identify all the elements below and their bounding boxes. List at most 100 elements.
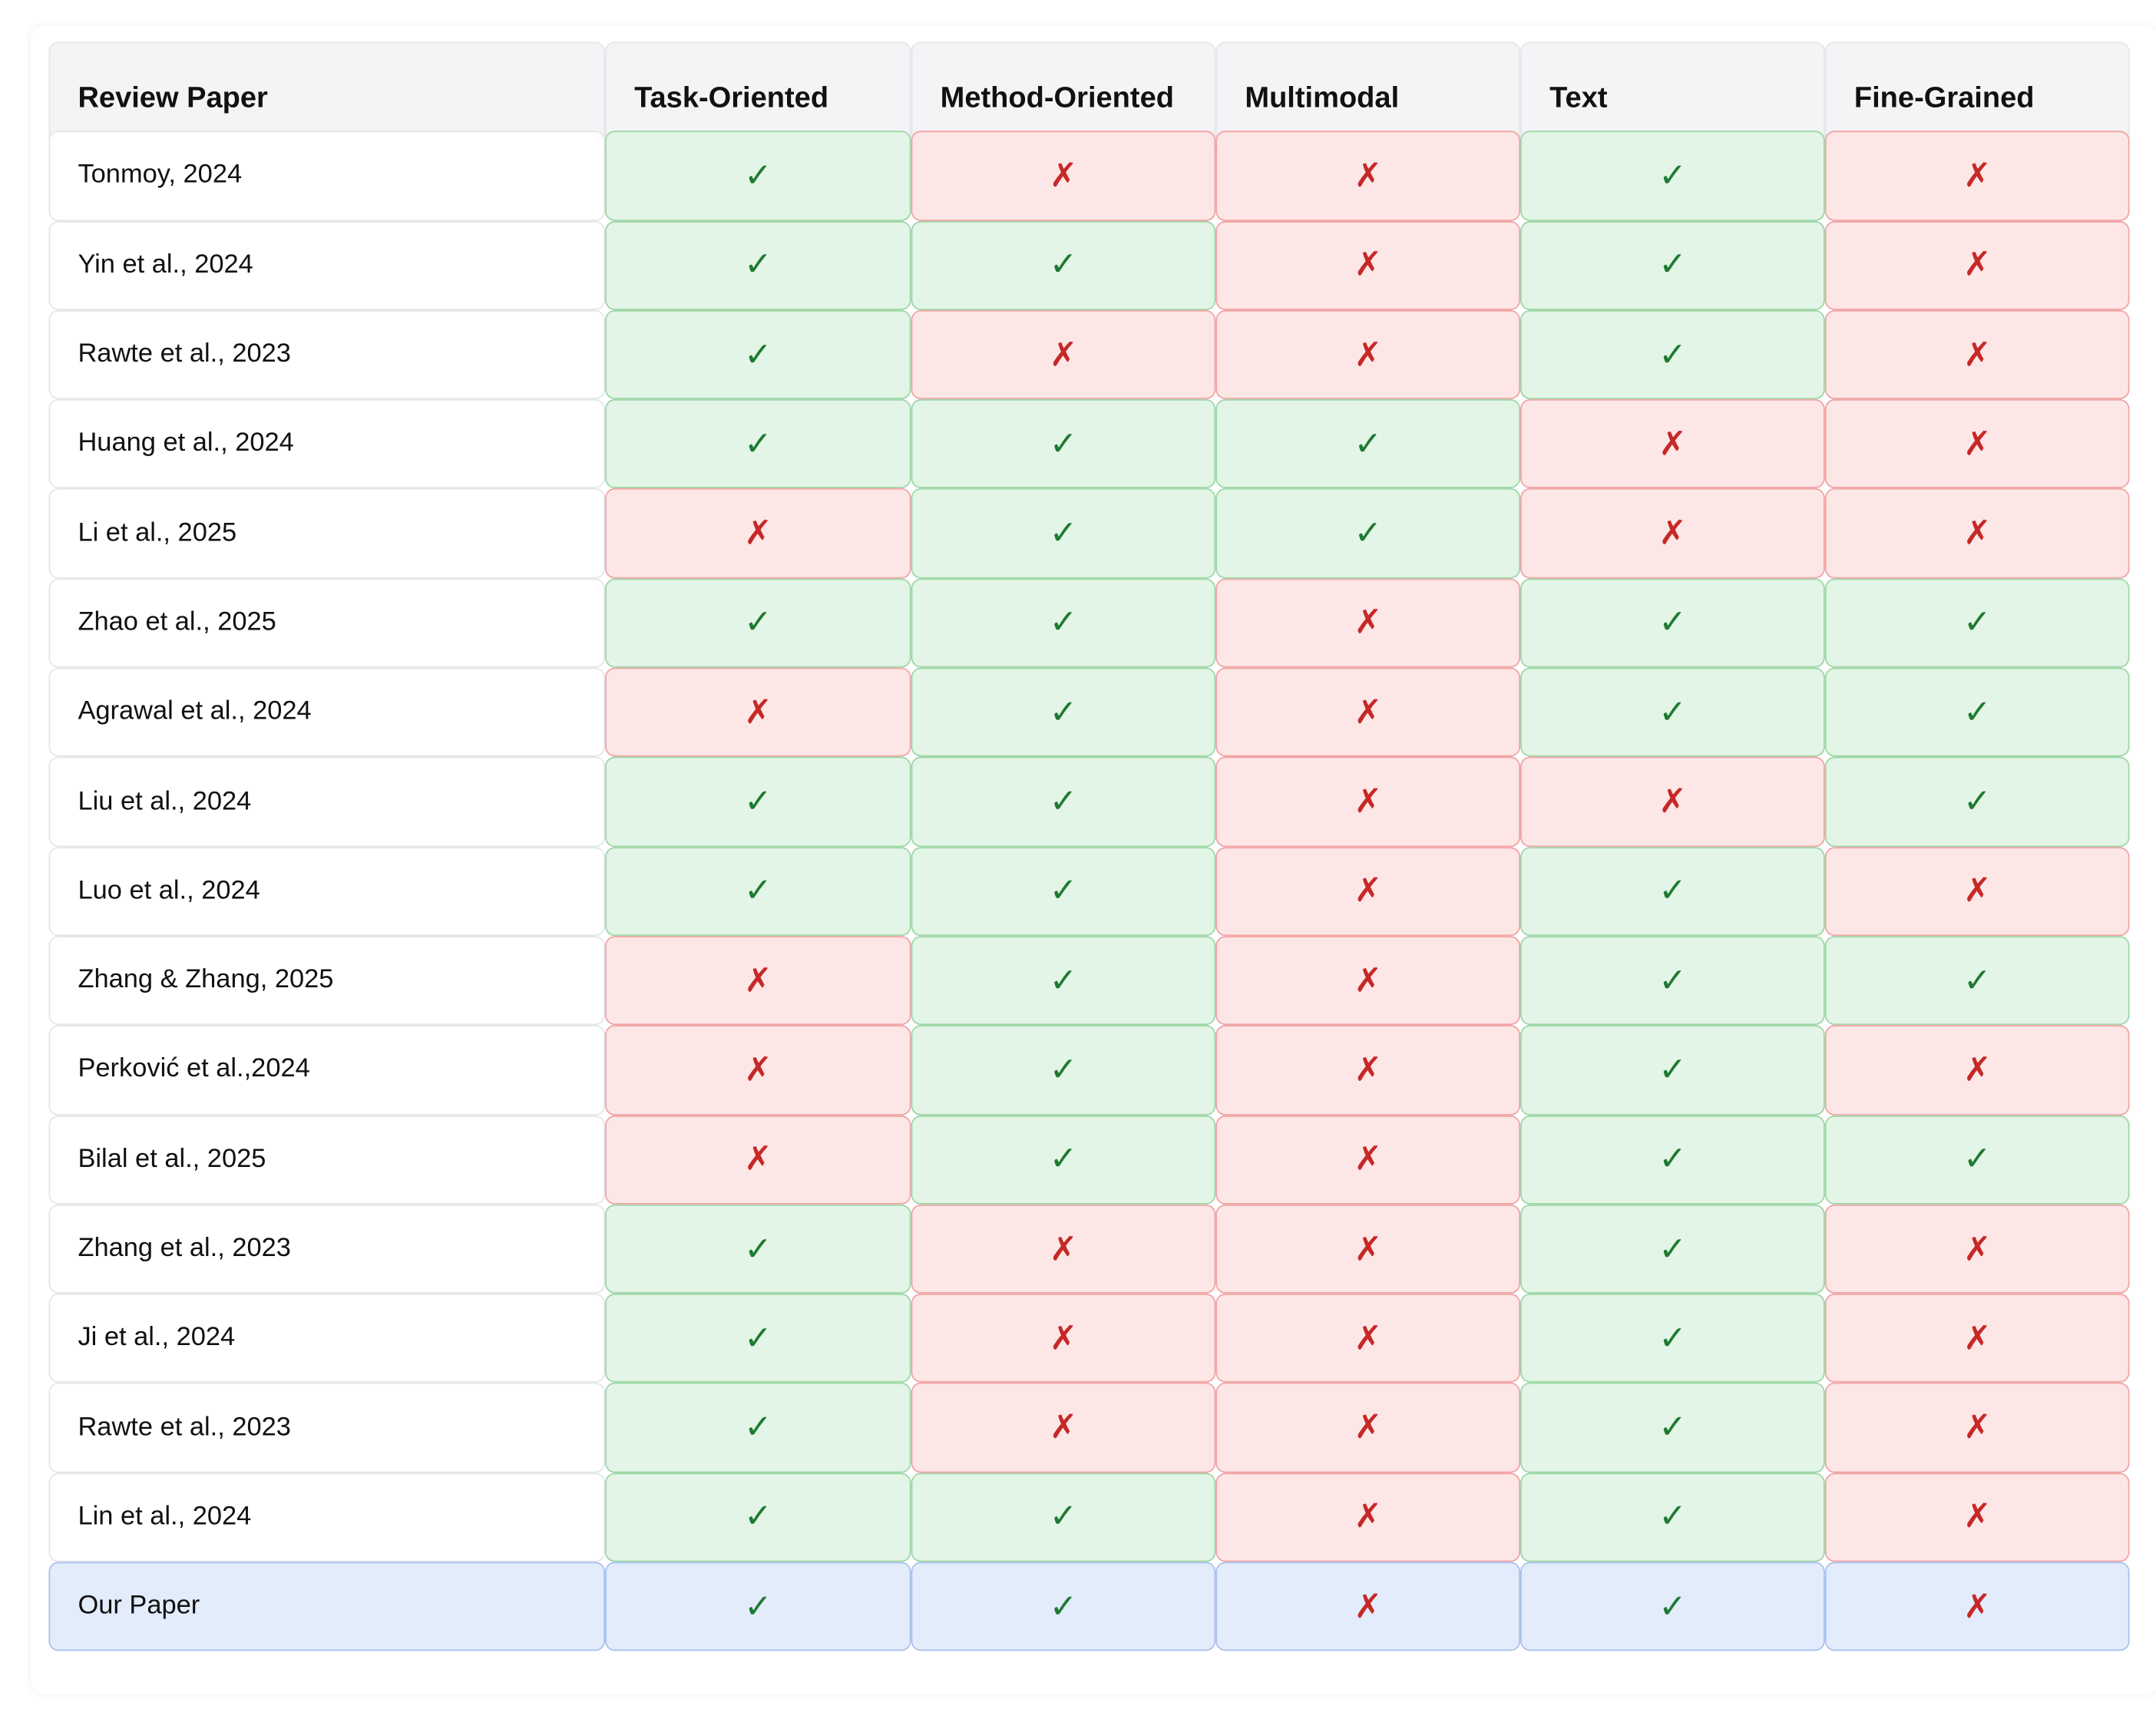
check-cell: ✗ bbox=[911, 1294, 1216, 1383]
paper-name: Ji et al., 2024 bbox=[48, 1294, 606, 1383]
check-cell: ✗ bbox=[1824, 488, 2130, 579]
check-cell: ✓ bbox=[1215, 399, 1521, 489]
check-cell: ✓ bbox=[605, 399, 911, 489]
check-cell: ✓ bbox=[605, 757, 911, 847]
check-cell: ✓ bbox=[911, 1025, 1216, 1116]
check-cell: ✓ bbox=[605, 1294, 911, 1383]
check-cell: ✗ bbox=[911, 309, 1216, 400]
check-cell: ✗ bbox=[1215, 1473, 1521, 1562]
check-cell: ✗ bbox=[605, 1115, 911, 1205]
check-cell: ✗ bbox=[1215, 309, 1521, 400]
check-cell: ✗ bbox=[605, 488, 911, 579]
comparison-table: Review Paper Task-Oriented Method-Oriented… bbox=[48, 41, 2130, 1651]
check-cell: ✓ bbox=[911, 1562, 1216, 1651]
check-cell: ✗ bbox=[1824, 1294, 2130, 1383]
paper-name: Rawte et al., 2023 bbox=[48, 309, 606, 400]
paper-name: Perković et al.,2024 bbox=[48, 1025, 606, 1116]
check-cell: ✗ bbox=[1215, 131, 1521, 221]
check-cell: ✓ bbox=[911, 399, 1216, 489]
check-cell: ✗ bbox=[1824, 1025, 2130, 1116]
paper-name: Luo et al., 2024 bbox=[48, 846, 606, 937]
check-cell: ✓ bbox=[1824, 1115, 2130, 1205]
check-cell: ✗ bbox=[1824, 399, 2130, 489]
check-cell: ✗ bbox=[1824, 220, 2130, 310]
check-cell: ✗ bbox=[911, 1204, 1216, 1294]
check-cell: ✗ bbox=[1824, 1562, 2130, 1651]
check-cell: ✗ bbox=[1215, 936, 1521, 1026]
paper-name: Zhang et al., 2023 bbox=[48, 1204, 606, 1294]
check-cell: ✓ bbox=[605, 220, 911, 310]
check-cell: ✓ bbox=[605, 846, 911, 937]
check-cell: ✗ bbox=[1824, 1473, 2130, 1562]
check-cell: ✓ bbox=[1520, 1294, 1825, 1383]
check-cell: ✓ bbox=[1520, 578, 1825, 668]
check-cell: ✓ bbox=[605, 1204, 911, 1294]
check-cell: ✓ bbox=[1520, 1115, 1825, 1205]
check-cell: ✓ bbox=[605, 1473, 911, 1562]
check-cell: ✗ bbox=[911, 1383, 1216, 1473]
check-cell: ✓ bbox=[911, 667, 1216, 758]
check-cell: ✓ bbox=[1520, 846, 1825, 937]
check-cell: ✓ bbox=[605, 578, 911, 668]
check-cell: ✓ bbox=[911, 757, 1216, 847]
check-cell: ✗ bbox=[605, 1025, 911, 1116]
check-cell: ✓ bbox=[1824, 936, 2130, 1026]
paper-name: Bilal et al., 2025 bbox=[48, 1115, 606, 1205]
check-cell: ✓ bbox=[605, 1562, 911, 1651]
check-cell: ✗ bbox=[1215, 1294, 1521, 1383]
check-cell: ✓ bbox=[1520, 131, 1825, 221]
paper-name: Tonmoy, 2024 bbox=[48, 131, 606, 221]
check-cell: ✗ bbox=[1215, 1562, 1521, 1651]
check-cell: ✓ bbox=[1520, 1562, 1825, 1651]
header-cell: Fine-Grained bbox=[1824, 41, 2130, 156]
check-cell: ✗ bbox=[1215, 578, 1521, 668]
check-cell: ✓ bbox=[1520, 309, 1825, 400]
check-cell: ✓ bbox=[605, 309, 911, 400]
check-cell: ✗ bbox=[1215, 1025, 1521, 1116]
paper-name: Yin et al., 2024 bbox=[48, 220, 606, 310]
paper-name: Li et al., 2025 bbox=[48, 488, 606, 579]
check-cell: ✗ bbox=[911, 131, 1216, 221]
check-cell: ✓ bbox=[911, 936, 1216, 1026]
check-cell: ✗ bbox=[1520, 488, 1825, 579]
paper-name: Agrawal et al., 2024 bbox=[48, 667, 606, 758]
check-cell: ✗ bbox=[1824, 1204, 2130, 1294]
check-cell: ✗ bbox=[1520, 757, 1825, 847]
paper-name: Huang et al., 2024 bbox=[48, 399, 606, 489]
check-cell: ✗ bbox=[1520, 399, 1825, 489]
paper-name: Lin et al., 2024 bbox=[48, 1473, 606, 1562]
check-cell: ✗ bbox=[1215, 1115, 1521, 1205]
check-cell: ✓ bbox=[605, 131, 911, 221]
check-cell: ✗ bbox=[605, 667, 911, 758]
check-cell: ✓ bbox=[911, 1115, 1216, 1205]
check-cell: ✗ bbox=[1824, 309, 2130, 400]
check-cell: ✓ bbox=[911, 578, 1216, 668]
check-cell: ✗ bbox=[1215, 846, 1521, 937]
check-cell: ✗ bbox=[1215, 220, 1521, 310]
check-cell: ✓ bbox=[1824, 757, 2130, 847]
paper-name: Zhang & Zhang, 2025 bbox=[48, 936, 606, 1026]
check-cell: ✓ bbox=[1520, 1383, 1825, 1473]
check-cell: ✗ bbox=[1215, 757, 1521, 847]
check-cell: ✗ bbox=[1215, 1383, 1521, 1473]
check-cell: ✓ bbox=[911, 1473, 1216, 1562]
check-cell: ✓ bbox=[1215, 488, 1521, 579]
check-cell: ✓ bbox=[1520, 1473, 1825, 1562]
check-cell: ✓ bbox=[911, 846, 1216, 937]
check-cell: ✓ bbox=[605, 1383, 911, 1473]
paper-name: Liu et al., 2024 bbox=[48, 757, 606, 847]
check-cell: ✓ bbox=[1824, 667, 2130, 758]
check-cell: ✗ bbox=[1824, 131, 2130, 221]
check-cell: ✗ bbox=[1824, 1383, 2130, 1473]
check-cell: ✓ bbox=[911, 488, 1216, 579]
check-cell: ✓ bbox=[1520, 936, 1825, 1026]
check-cell: ✓ bbox=[1520, 1025, 1825, 1116]
check-cell: ✓ bbox=[1824, 578, 2130, 668]
check-cell: ✓ bbox=[911, 220, 1216, 310]
check-cell: ✗ bbox=[1215, 1204, 1521, 1294]
paper-name: Rawte et al., 2023 bbox=[48, 1383, 606, 1473]
paper-name: Our Paper bbox=[48, 1562, 606, 1651]
check-cell: ✓ bbox=[1520, 667, 1825, 758]
check-cell: ✗ bbox=[605, 936, 911, 1026]
